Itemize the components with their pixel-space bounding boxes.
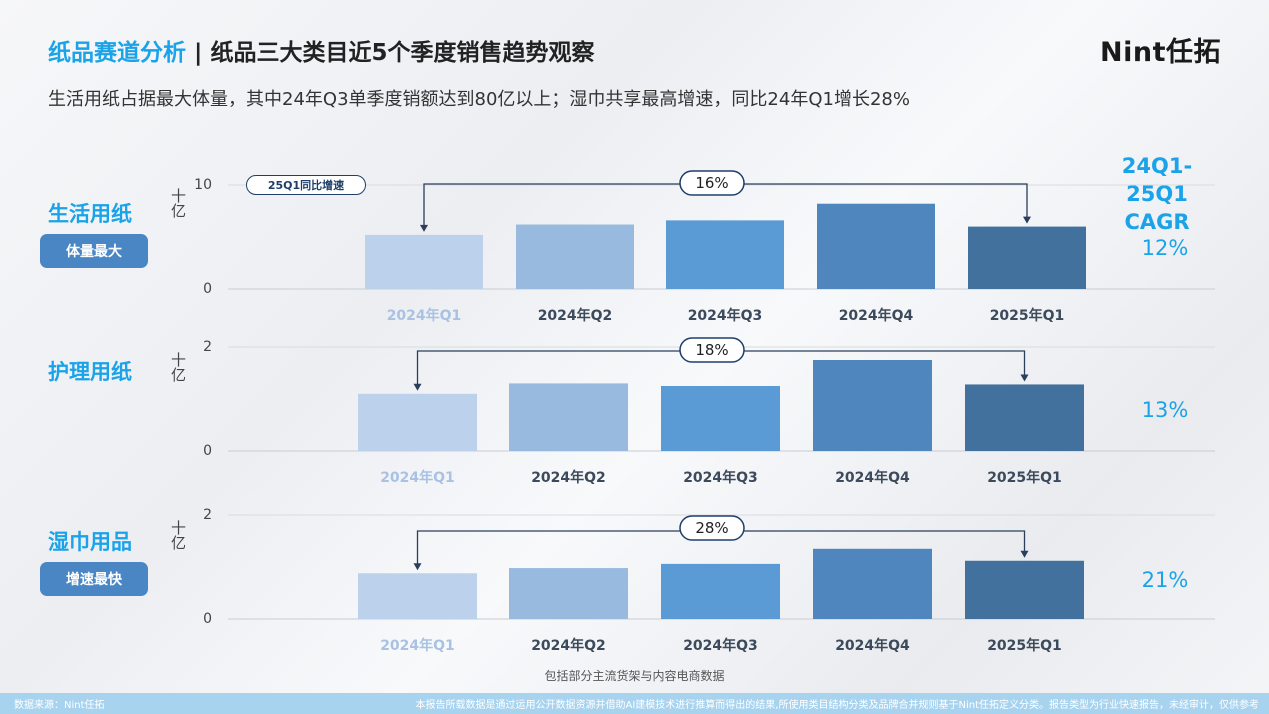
x-tick-label: 2024年Q3 <box>683 637 758 654</box>
x-tick-label: 2024年Q4 <box>839 307 914 324</box>
footnote: 包括部分主流货架与内容电商数据 <box>544 669 725 683</box>
bar <box>516 224 634 289</box>
bar <box>968 226 1086 289</box>
bar <box>813 360 932 451</box>
bar <box>661 563 780 619</box>
x-tick-label: 2024年Q3 <box>688 307 763 324</box>
bar <box>965 560 1084 619</box>
arrowhead <box>413 383 422 391</box>
yoy-pill <box>679 515 745 541</box>
category-label-3: 湿巾用品 <box>48 530 132 554</box>
bar <box>965 384 1084 451</box>
yoy-value: 18% <box>695 341 728 359</box>
bar <box>358 393 477 451</box>
cagr-title-line2: CAGR <box>1124 210 1190 234</box>
arrowhead <box>413 563 422 571</box>
cagr-value-2: 13% <box>1141 398 1189 422</box>
x-tick-label: 2025年Q1 <box>987 469 1062 486</box>
bar <box>813 548 932 619</box>
arrowhead <box>1020 550 1029 558</box>
unit-label-1: 十亿 <box>169 188 187 218</box>
arrowhead <box>420 224 428 232</box>
unit-label-2: 十亿 <box>169 352 187 382</box>
x-tick-label: 2025年Q1 <box>990 307 1065 324</box>
arrowhead <box>1020 374 1029 382</box>
y-tick-label: 0 <box>203 281 212 297</box>
y-tick-label: 2 <box>203 339 212 355</box>
title-separator: | <box>194 40 203 66</box>
title-accent: 纸品赛道分析 <box>48 40 186 66</box>
bar <box>661 386 780 451</box>
y-tick-label: 10 <box>194 177 212 193</box>
footer-disclaimer: 本报告所载数据是通过运用公开数据资源并借助AI建模技术进行推算而得出的结果,所使… <box>415 700 1260 711</box>
x-tick-label: 2024年Q4 <box>835 637 910 654</box>
bar <box>817 203 935 289</box>
yoy-value: 16% <box>695 174 728 192</box>
yoy-value: 28% <box>695 519 728 537</box>
cagr-title-line1: 24Q1-25Q1 <box>1121 154 1193 206</box>
footer-source: 数据来源：Nint任拓 <box>14 700 105 711</box>
category-label-2: 护理用纸 <box>48 360 132 384</box>
page-title: 纸品赛道分析 | 纸品三大类目近5个季度销售趋势观察 <box>48 33 594 67</box>
category-badge-1: 体量最大 <box>40 234 148 268</box>
brand-logo: Nint任拓 <box>1100 37 1221 68</box>
x-tick-label: 2024年Q1 <box>387 307 462 324</box>
x-tick-label: 2024年Q1 <box>380 637 455 654</box>
y-tick-label: 0 <box>203 443 212 459</box>
title-main: 纸品三大类目近5个季度销售趋势观察 <box>210 40 595 66</box>
x-tick-label: 2024年Q2 <box>531 469 606 486</box>
bar <box>358 573 477 619</box>
y-tick-label: 2 <box>203 507 212 523</box>
yoy-note-bubble: 25Q1同比增速 <box>246 175 366 195</box>
x-tick-label: 2024年Q2 <box>538 307 613 324</box>
y-tick-label: 0 <box>203 611 212 627</box>
bar <box>365 234 483 289</box>
x-tick-label: 2025年Q1 <box>987 637 1062 654</box>
yoy-pill <box>679 170 745 196</box>
x-tick-label: 2024年Q3 <box>683 469 758 486</box>
cagr-value-1: 12% <box>1141 236 1189 260</box>
bar <box>666 220 784 289</box>
category-label-1: 生活用纸 <box>48 202 132 226</box>
arrowhead <box>1023 216 1031 224</box>
x-tick-label: 2024年Q4 <box>835 469 910 486</box>
unit-label-3: 十亿 <box>169 520 187 550</box>
yoy-pill <box>679 337 745 363</box>
x-tick-label: 2024年Q2 <box>531 637 606 654</box>
bar <box>509 568 628 619</box>
page-subtitle: 生活用纸占据最大体量，其中24年Q3单季度销额达到80亿以上；湿巾共享最高增速，… <box>48 89 910 110</box>
bar <box>509 383 628 451</box>
cagr-value-3: 21% <box>1141 568 1189 592</box>
category-badge-3: 增速最快 <box>40 562 148 596</box>
x-tick-label: 2024年Q1 <box>380 469 455 486</box>
footer-bar: 数据来源：Nint任拓 本报告所载数据是通过运用公开数据资源并借助AI建模技术进… <box>0 693 1269 714</box>
cagr-title: 24Q1-25Q1 CAGR <box>1092 152 1222 236</box>
